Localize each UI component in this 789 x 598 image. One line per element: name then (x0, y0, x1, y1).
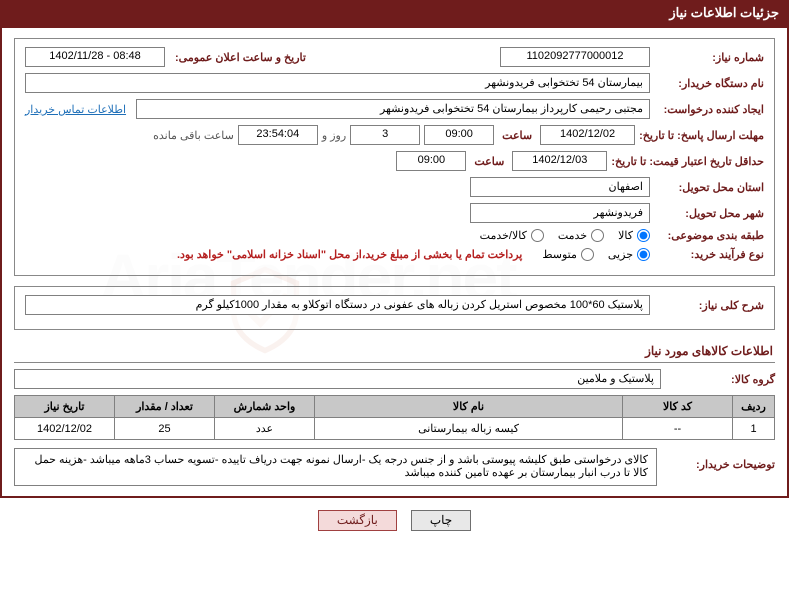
radio-medium-label: متوسط (542, 248, 577, 261)
goods-section-title: اطلاعات کالاهای مورد نیاز (14, 340, 775, 363)
radio-small-input[interactable] (637, 248, 650, 261)
radio-small-label: جزیی (608, 248, 633, 261)
time-label-1: ساعت (498, 129, 536, 142)
group-label: گروه کالا: (665, 373, 775, 386)
th-name: نام کالا (315, 396, 623, 418)
validity-date: 1402/12/03 (512, 151, 607, 171)
validity-time: 09:00 (396, 151, 466, 171)
cell-no: 1 (733, 418, 775, 440)
main-frame: شماره نیاز: 1102092777000012 تاریخ و ساع… (0, 26, 789, 498)
radio-medium[interactable]: متوسط (542, 248, 594, 261)
table-row: 1 -- کیسه زباله بیمارستانی عدد 25 1402/1… (15, 418, 775, 440)
need-no-label: شماره نیاز: (654, 51, 764, 64)
announce-value: 1402/11/28 - 08:48 (25, 47, 165, 67)
remaining-text: ساعت باقی مانده (153, 129, 234, 142)
days-remaining: 3 (350, 125, 420, 145)
buyer-notes-label: توضیحات خریدار: (665, 448, 775, 471)
table-header-row: ردیف کد کالا نام کالا واحد شمارش تعداد /… (15, 396, 775, 418)
province-value: اصفهان (470, 177, 650, 197)
city-label: شهر محل تحویل: (654, 207, 764, 220)
hours-remaining: 23:54:04 (238, 125, 318, 145)
radio-both[interactable]: کالا/خدمت (480, 229, 544, 242)
days-text: روز و (322, 129, 346, 142)
payment-notice: پرداخت تمام یا بخشی از مبلغ خرید،از محل … (177, 248, 522, 261)
back-button[interactable]: بازگشت (318, 510, 397, 531)
announce-label: تاریخ و ساعت اعلان عمومی: (171, 51, 310, 64)
need-fieldset: شرح کلی نیاز: پلاستیک 60*100 مخصوص استری… (14, 286, 775, 330)
th-qty: تعداد / مقدار (115, 396, 215, 418)
buyer-org-label: نام دستگاه خریدار: (654, 77, 764, 90)
city-value: فریدونشهر (470, 203, 650, 223)
radio-goods-input[interactable] (637, 229, 650, 242)
th-date: تاریخ نیاز (15, 396, 115, 418)
need-desc-label: شرح کلی نیاز: (654, 299, 764, 312)
panel-title: جزئیات اطلاعات نیاز (0, 0, 789, 26)
requester-label: ایجاد کننده درخواست: (654, 103, 764, 116)
radio-service[interactable]: خدمت (558, 229, 604, 242)
radio-service-label: خدمت (558, 229, 587, 242)
cell-code: -- (623, 418, 733, 440)
validity-label: حداقل تاریخ اعتبار قیمت: تا تاریخ: (611, 155, 764, 168)
items-table: ردیف کد کالا نام کالا واحد شمارش تعداد /… (14, 395, 775, 440)
deadline-time: 09:00 (424, 125, 494, 145)
general-fieldset: شماره نیاز: 1102092777000012 تاریخ و ساع… (14, 38, 775, 276)
radio-service-input[interactable] (591, 229, 604, 242)
deadline-date: 1402/12/02 (540, 125, 635, 145)
radio-both-input[interactable] (531, 229, 544, 242)
process-radio-group: جزیی متوسط (542, 248, 650, 261)
province-label: استان محل تحویل: (654, 181, 764, 194)
radio-goods[interactable]: کالا (618, 229, 650, 242)
th-unit: واحد شمارش (215, 396, 315, 418)
th-code: کد کالا (623, 396, 733, 418)
requester-value: مجتبی رحیمی کارپرداز بیمارستان 54 تختخوا… (136, 99, 650, 119)
process-label: نوع فرآیند خرید: (654, 248, 764, 261)
cell-qty: 25 (115, 418, 215, 440)
print-button[interactable]: چاپ (411, 510, 471, 531)
deadline-label: مهلت ارسال پاسخ: تا تاریخ: (639, 129, 764, 142)
radio-both-label: کالا/خدمت (480, 229, 527, 242)
group-value: پلاستیک و ملامین (14, 369, 661, 389)
cell-date: 1402/12/02 (15, 418, 115, 440)
category-label: طبقه بندی موضوعی: (654, 229, 764, 242)
time-label-2: ساعت (470, 155, 508, 168)
th-row: ردیف (733, 396, 775, 418)
buyer-notes-text: کالای درخواستی طبق کلیشه پیوستی باشد و ا… (14, 448, 657, 486)
buyer-contact-link[interactable]: اطلاعات تماس خریدار (25, 103, 126, 116)
footer-buttons: چاپ بازگشت (0, 498, 789, 537)
cell-unit: عدد (215, 418, 315, 440)
radio-medium-input[interactable] (581, 248, 594, 261)
category-radio-group: کالا خدمت کالا/خدمت (480, 229, 650, 242)
need-desc: پلاستیک 60*100 مخصوص استریل کردن زباله ه… (25, 295, 650, 315)
buyer-org-value: بیمارستان 54 تختخوابی فریدونشهر (25, 73, 650, 93)
radio-goods-label: کالا (618, 229, 633, 242)
cell-name: کیسه زباله بیمارستانی (315, 418, 623, 440)
radio-small[interactable]: جزیی (608, 248, 650, 261)
need-no-value: 1102092777000012 (500, 47, 650, 67)
